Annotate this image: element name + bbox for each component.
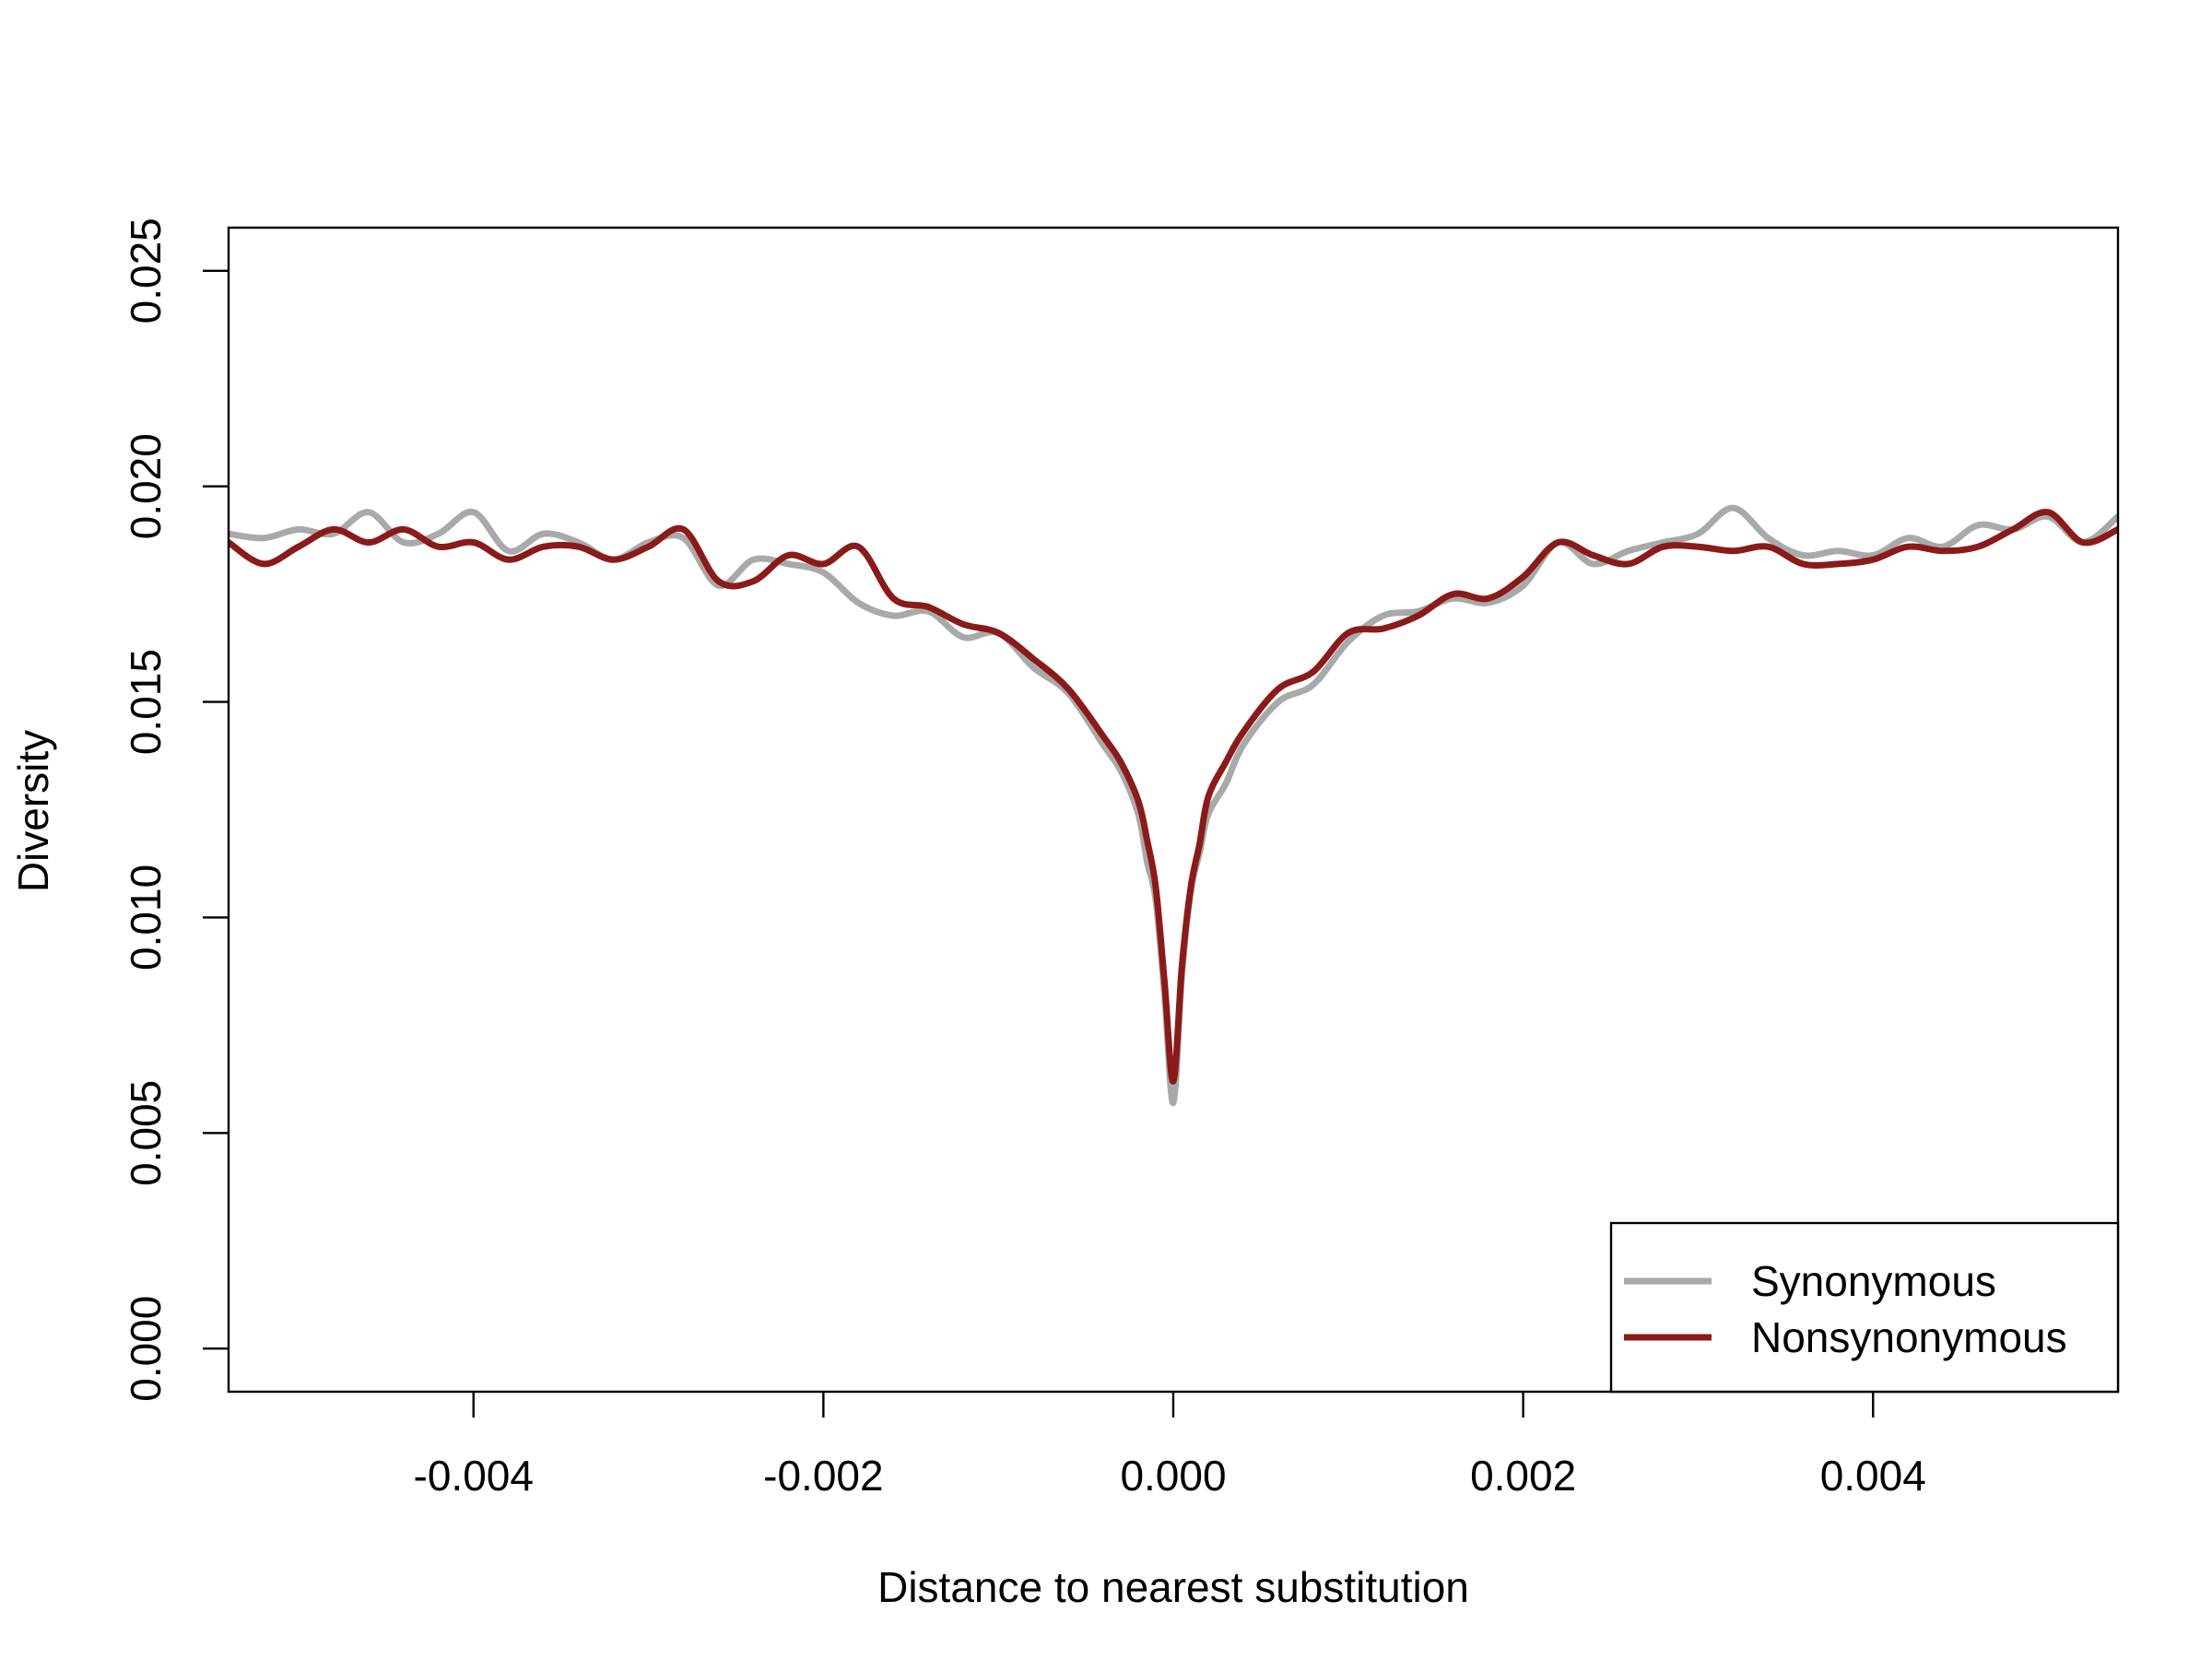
y-tick-label: 0.005 [122,1080,170,1186]
legend-label-synonymous: Synonymous [1751,1257,1996,1305]
legend: Synonymous Nonsynonymous [1609,1221,2120,1394]
y-tick-label: 0.020 [122,433,170,539]
y-tick-label: 0.010 [122,865,170,971]
y-tick-label: 0.015 [122,649,170,755]
y-axis-label: Diversity [9,730,57,892]
x-axis-label: Distance to nearest substitution [877,1563,1469,1611]
series-line-nonsynonymous [229,509,2118,1085]
x-tick-label: -0.004 [414,1452,534,1500]
series-layer [229,504,2118,1107]
x-axis: -0.004 -0.002 0.000 0.002 0.004 [414,1392,1926,1500]
x-tick-label: 0.004 [1820,1452,1926,1500]
y-axis: 0.000 0.005 0.010 0.015 0.020 0.025 [122,218,229,1402]
legend-label-nonsynonymous: Nonsynonymous [1751,1313,2067,1361]
y-tick-label: 0.000 [122,1296,170,1402]
y-tick-label: 0.025 [122,218,170,324]
x-tick-label: -0.002 [763,1452,883,1500]
legend-box [1609,1221,2120,1394]
x-tick-label: 0.000 [1120,1452,1226,1500]
x-tick-label: 0.002 [1470,1452,1576,1500]
